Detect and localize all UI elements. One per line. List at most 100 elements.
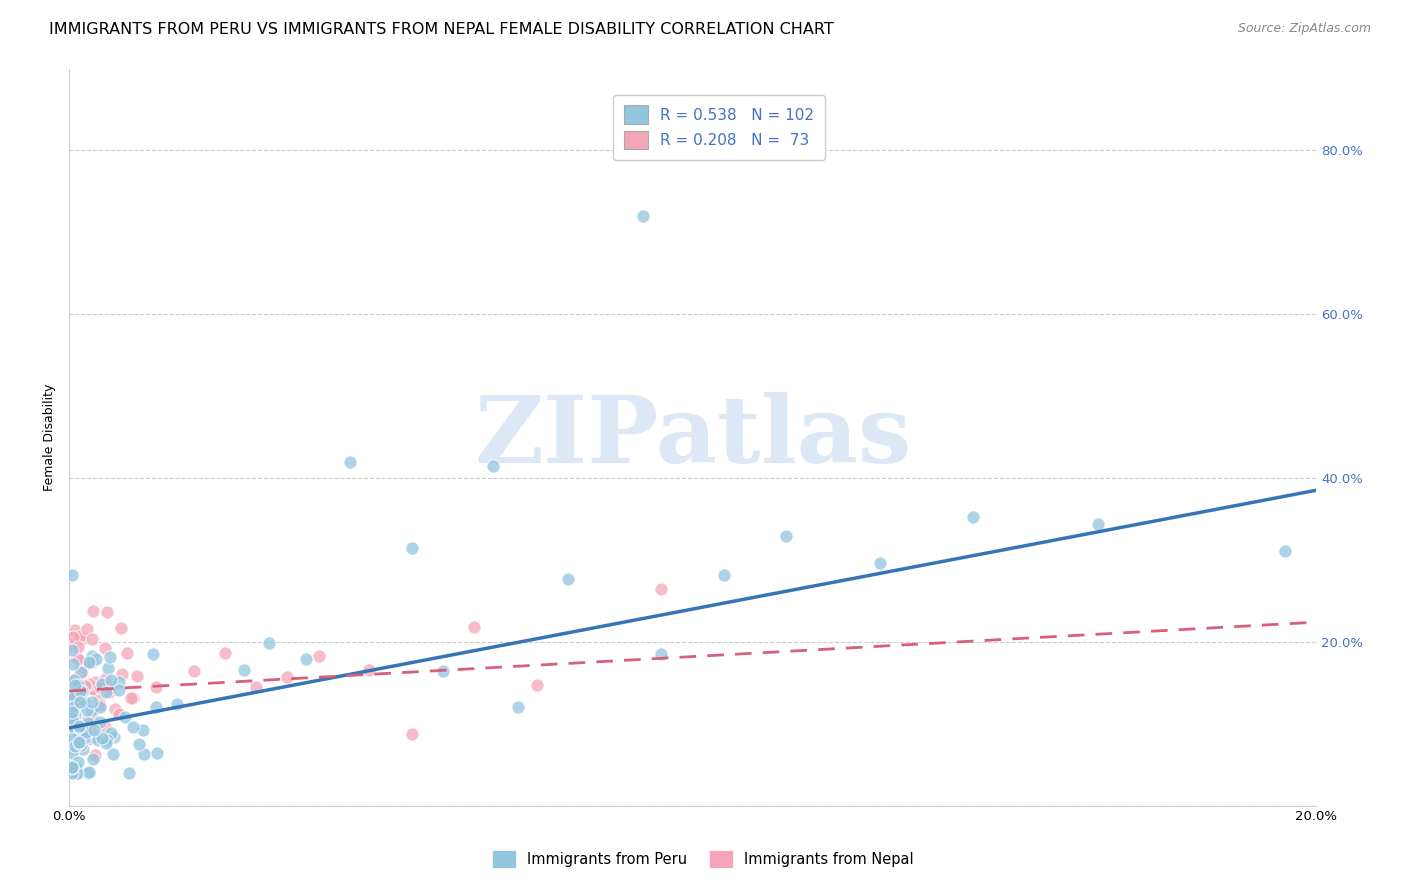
Legend: R = 0.538   N = 102, R = 0.208   N =  73: R = 0.538 N = 102, R = 0.208 N = 73: [613, 95, 825, 161]
Point: [70, 684, 93, 698]
Point: [77, 677, 100, 691]
Point: [80, 632, 103, 647]
Point: [115, 647, 138, 661]
Point: [145, 680, 167, 694]
Point: [65, 688, 87, 702]
Point: [103, 747, 125, 762]
Point: [82, 649, 104, 664]
Point: [122, 720, 145, 734]
Point: [94, 684, 117, 698]
Point: [100, 726, 122, 740]
Point: [97, 685, 120, 699]
Point: [67, 765, 90, 780]
Point: [308, 648, 330, 663]
Point: [69, 684, 91, 698]
Point: [62, 630, 84, 644]
Point: [111, 666, 134, 681]
Point: [108, 683, 131, 698]
Point: [276, 670, 298, 684]
Point: [128, 737, 150, 751]
Point: [72, 742, 94, 756]
Point: [67, 678, 90, 692]
Point: [62, 705, 84, 719]
Point: [108, 675, 131, 690]
Point: [62, 639, 84, 653]
Point: [401, 541, 423, 555]
Point: [67, 719, 90, 733]
Point: [66, 729, 89, 743]
Point: [62, 710, 84, 724]
Point: [63, 764, 86, 779]
Point: [66, 651, 89, 665]
Point: [93, 720, 115, 734]
Point: [86, 652, 108, 666]
Point: [66, 685, 89, 699]
Point: [1087, 516, 1109, 531]
Point: [62, 687, 84, 701]
Text: Source: ZipAtlas.com: Source: ZipAtlas.com: [1237, 22, 1371, 36]
Point: [97, 661, 120, 675]
Point: [63, 640, 86, 654]
Point: [76, 716, 98, 731]
Point: [62, 760, 84, 774]
Point: [125, 668, 148, 682]
Point: [107, 706, 129, 721]
Point: [73, 726, 96, 740]
Point: [76, 765, 98, 780]
Point: [89, 699, 111, 714]
Point: [69, 629, 91, 643]
Point: [75, 725, 97, 739]
Point: [67, 736, 90, 750]
Point: [66, 762, 89, 776]
Point: [70, 665, 93, 680]
Point: [70, 665, 93, 680]
Point: [96, 733, 118, 747]
Point: [80, 703, 103, 717]
Point: [257, 636, 280, 650]
Point: [76, 703, 98, 717]
Point: [89, 681, 111, 695]
Point: [96, 736, 118, 750]
Point: [98, 650, 121, 665]
Point: [94, 672, 117, 686]
Point: [62, 731, 84, 746]
Point: [122, 691, 145, 706]
Point: [67, 720, 90, 734]
Point: [77, 656, 100, 670]
Point: [631, 209, 654, 223]
Point: [67, 697, 90, 711]
Point: [90, 731, 112, 745]
Point: [508, 700, 530, 714]
Point: [89, 714, 111, 729]
Point: [295, 652, 318, 666]
Point: [62, 683, 84, 698]
Point: [142, 648, 165, 662]
Point: [65, 723, 87, 737]
Point: [80, 695, 103, 709]
Point: [77, 655, 100, 669]
Point: [62, 657, 84, 671]
Point: [62, 765, 84, 780]
Point: [91, 677, 114, 691]
Point: [96, 605, 118, 619]
Point: [79, 731, 101, 746]
Point: [62, 568, 84, 582]
Point: [82, 682, 104, 697]
Point: [87, 733, 110, 747]
Point: [63, 690, 86, 704]
Point: [463, 620, 485, 634]
Point: [82, 731, 104, 745]
Point: [166, 697, 188, 711]
Point: [339, 455, 361, 469]
Point: [145, 699, 167, 714]
Point: [62, 712, 84, 726]
Point: [87, 693, 110, 707]
Point: [69, 694, 91, 708]
Point: [232, 663, 254, 677]
Point: [62, 739, 84, 753]
Point: [63, 678, 86, 692]
Point: [82, 604, 104, 618]
Point: [245, 680, 267, 694]
Point: [80, 681, 103, 696]
Point: [63, 765, 86, 780]
